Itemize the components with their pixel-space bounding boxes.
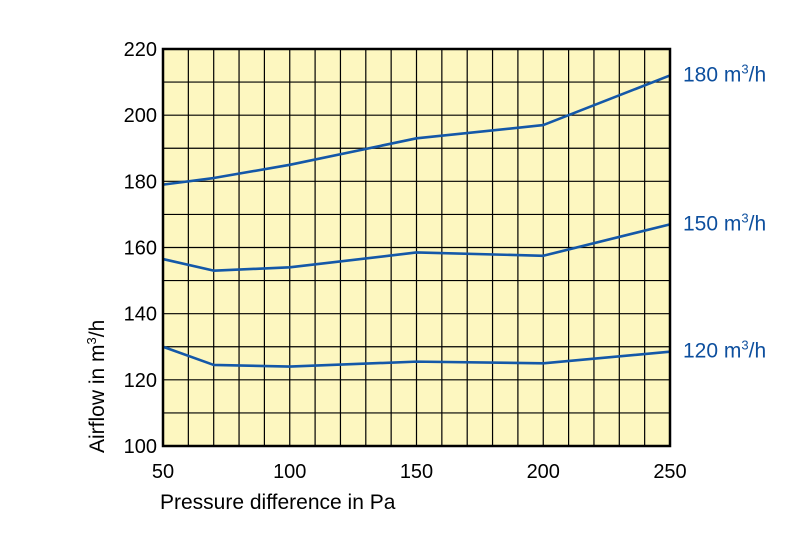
series-line-0 — [162, 74, 671, 186]
series-line-2 — [162, 345, 671, 368]
series-label-1: 150 m3/h — [683, 210, 766, 235]
plot-frame — [161, 47, 672, 448]
x-tick-label: 100 — [273, 461, 306, 483]
y-axis-title: Airflow in m3/h — [84, 320, 109, 453]
grid — [163, 49, 670, 446]
x-tick-label: 250 — [653, 461, 686, 483]
y-tick-labels: 100 120 140 160 180 200 220 — [124, 39, 157, 458]
x-axis-title: Pressure difference in Pa — [160, 491, 396, 514]
series-labels: 180 m3/h 150 m3/h 120 m3/h — [683, 61, 766, 362]
y-tick-label: 120 — [124, 370, 157, 392]
y-tick-label: 200 — [124, 105, 157, 127]
x-tick-label: 50 — [152, 461, 174, 483]
series-label-0: 180 m3/h — [683, 61, 766, 86]
x-tick-label: 200 — [527, 461, 560, 483]
y-tick-label: 100 — [124, 436, 157, 458]
y-tick-label: 220 — [124, 39, 157, 61]
series-line-1 — [162, 223, 671, 272]
x-tick-label: 150 — [400, 461, 433, 483]
series-label-2: 120 m3/h — [683, 338, 766, 363]
series-lines — [162, 74, 671, 368]
y-tick-label: 180 — [124, 171, 157, 193]
y-tick-label: 140 — [124, 304, 157, 326]
y-tick-label: 160 — [124, 238, 157, 260]
x-tick-labels: 50 100 150 200 250 — [152, 461, 687, 483]
